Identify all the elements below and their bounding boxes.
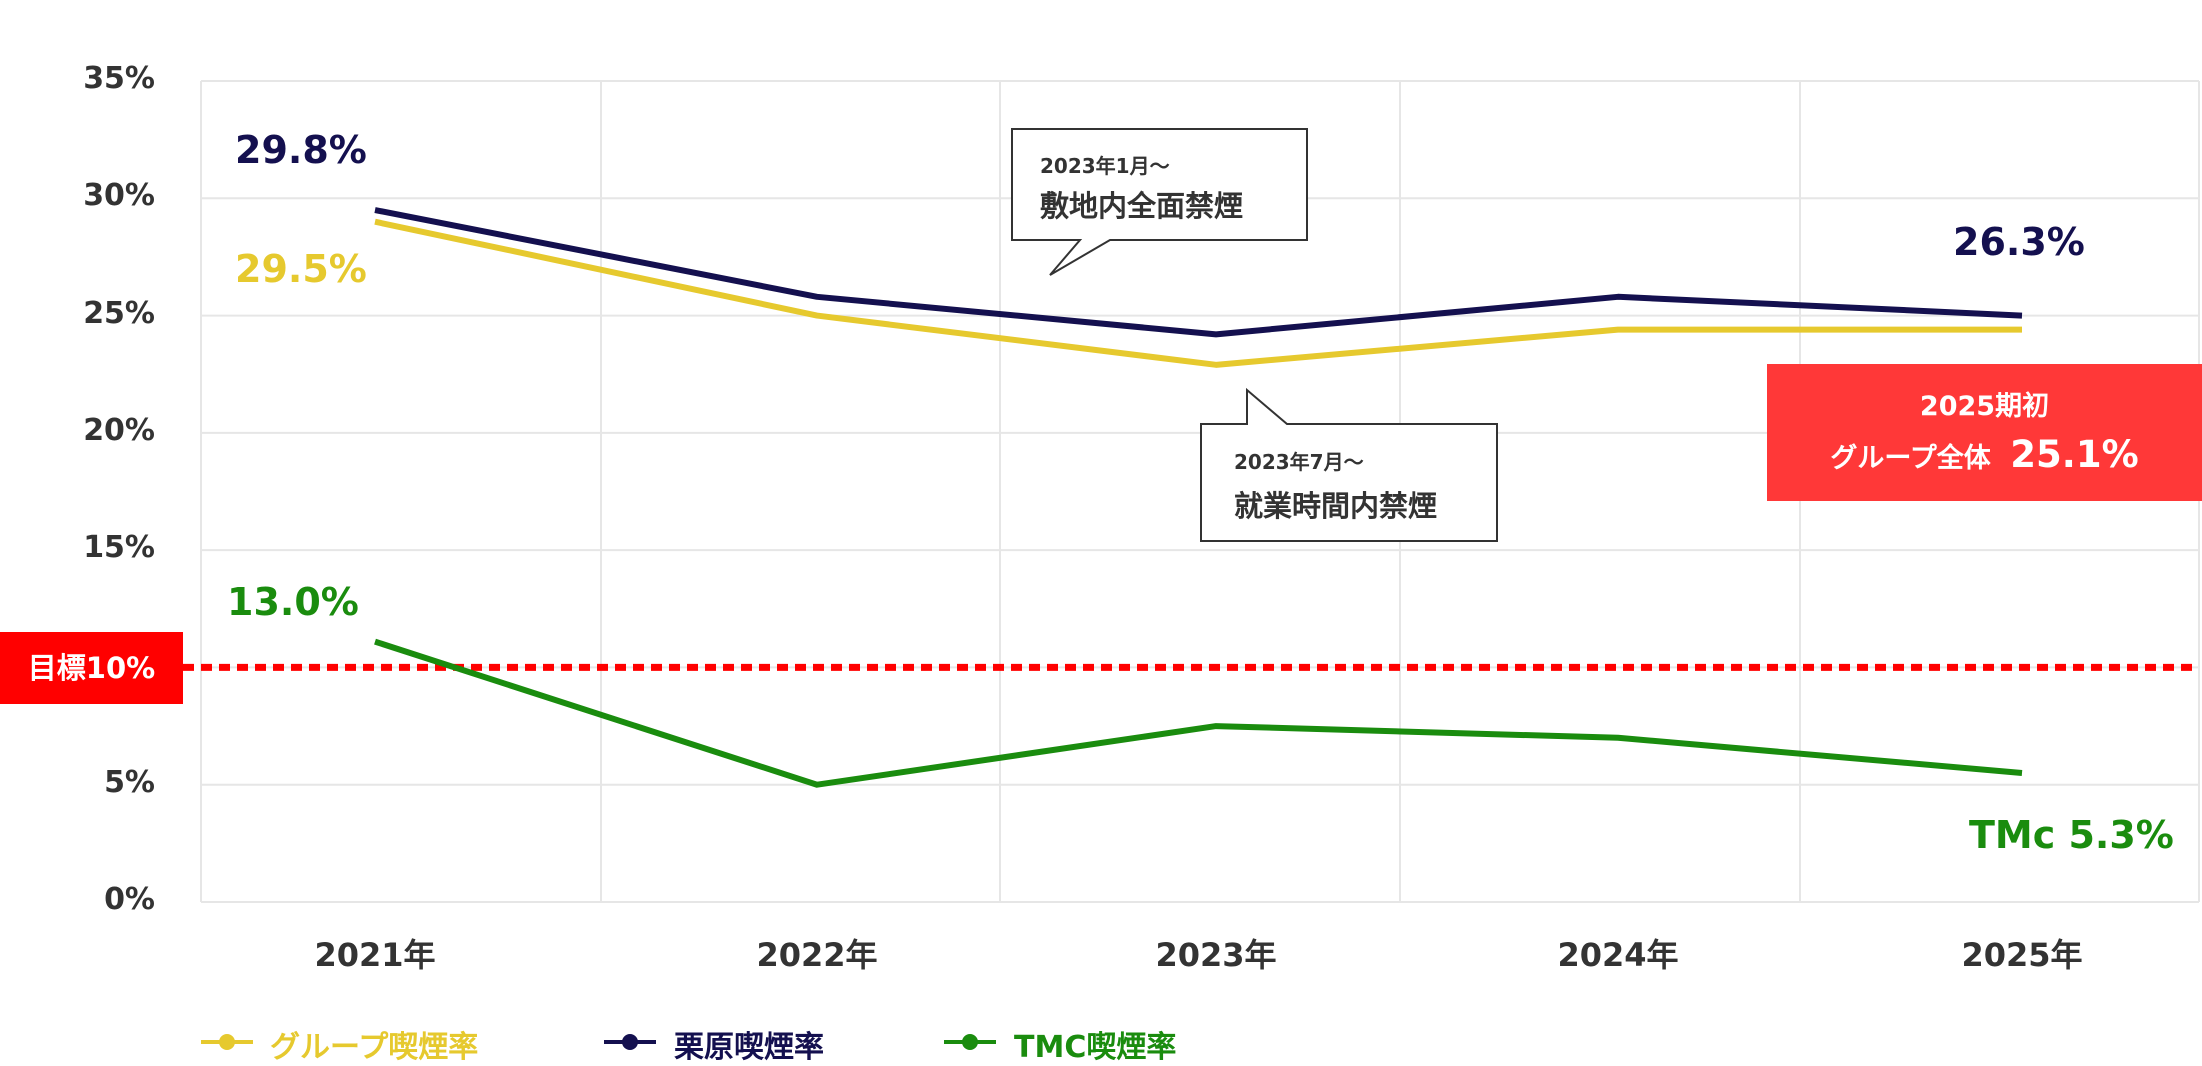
x-tick-label: 2021年 [314, 936, 436, 974]
annotation-2-text: 就業時間内禁煙 [1234, 489, 1438, 523]
y-tick-label: 25% [83, 295, 155, 331]
annotation-1-text: 敷地内全面禁煙 [1040, 189, 1244, 223]
target-label: 目標10% [0, 632, 183, 704]
annotation-2-callout [1200, 387, 1498, 542]
highlight-value: 25.1% [2010, 433, 2139, 476]
legend-marker-green-icon [944, 1034, 996, 1050]
x-tick-label: 2023年 [1155, 936, 1277, 974]
highlight-title: 2025期初 [1919, 391, 2050, 422]
y-tick-label: 15% [83, 530, 155, 566]
annotation-1: 2023年1月～ 敷地内全面禁煙 [1040, 150, 1243, 225]
highlight-box: 2025期初 グループ全体 25.1% [1767, 364, 2202, 501]
x-tick-label: 2022年 [756, 936, 878, 974]
data-label-yellow-2021: 29.5% [235, 247, 367, 291]
annotation-2-date: 2023年7月～ [1234, 450, 1364, 474]
legend-item-tmc: TMC喫煙率 [944, 1022, 1176, 1066]
legend-item-group: グループ喫煙率 [201, 1022, 478, 1066]
y-tick-label: 30% [83, 178, 155, 214]
y-tick-label: 0% [104, 882, 155, 917]
legend-label-group: グループ喫煙率 [270, 1030, 479, 1065]
legend-label-kurihara: 栗原喫煙率 [674, 1030, 824, 1065]
x-tick-label: 2025年 [1961, 936, 2083, 974]
y-tick-label: 20% [83, 412, 155, 448]
y-tick-label: 35% [83, 61, 155, 96]
annotation-2: 2023年7月～ 就業時間内禁煙 [1234, 446, 1437, 525]
legend-marker-yellow-icon [201, 1034, 253, 1050]
x-tick-label: 2024年 [1557, 936, 1679, 974]
highlight-subtitle: グループ全体 [1830, 443, 1991, 474]
series-line-1 [374, 207, 2023, 338]
data-label-green-2021: 13.0% [227, 580, 359, 624]
annotation-1-date: 2023年1月～ [1040, 154, 1170, 178]
legend-item-kurihara: 栗原喫煙率 [604, 1022, 824, 1066]
legend-marker-navy-icon [604, 1034, 656, 1050]
series-line-0 [374, 218, 2022, 368]
data-label-navy-2021: 29.8% [235, 128, 367, 172]
annotation-1-callout [1011, 128, 1308, 276]
data-label-navy-2025: 26.3% [1953, 220, 2085, 264]
legend-label-tmc: TMC喫煙率 [1014, 1030, 1177, 1065]
y-tick-label: 5% [104, 764, 155, 800]
data-label-green-2025: TMc 5.3% [1969, 813, 2174, 857]
series-line-2 [374, 638, 2023, 788]
